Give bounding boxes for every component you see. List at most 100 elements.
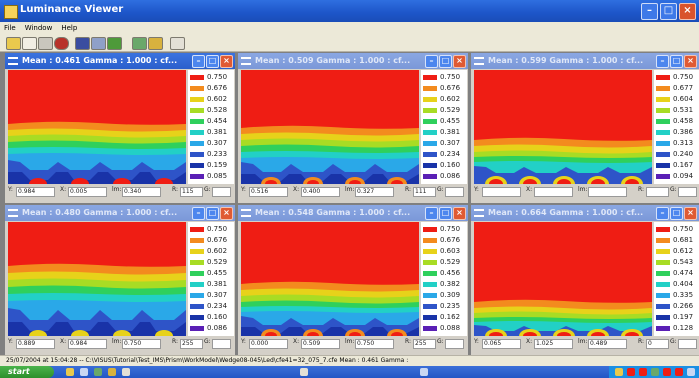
open-folder-icon[interactable] bbox=[6, 37, 21, 50]
luminance-window-2[interactable]: Mean : 0.509 Gamma : 1.000 : cf... – □ × bbox=[238, 53, 468, 203]
start-button[interactable]: start bbox=[0, 366, 54, 378]
luminance-map[interactable] bbox=[8, 222, 186, 336]
r-label: R: bbox=[172, 338, 179, 345]
taskbar-app-icon[interactable] bbox=[420, 368, 428, 376]
tray-icon[interactable] bbox=[639, 368, 647, 376]
legend-value: 0.085 bbox=[207, 172, 228, 180]
y-value: 0.516 bbox=[249, 187, 288, 197]
window-title-bar[interactable]: Mean : 0.461 Gamma : 1.000 : cf... – □ × bbox=[5, 53, 235, 69]
record-icon[interactable] bbox=[54, 37, 69, 50]
image-icon[interactable] bbox=[132, 37, 147, 50]
window-title-bar[interactable]: Mean : 0.664 Gamma : 1.000 : cf... – □ × bbox=[471, 205, 699, 221]
maximize-button[interactable]: □ bbox=[670, 207, 683, 220]
quicklaunch-icon[interactable] bbox=[94, 368, 102, 376]
window-menu-icon[interactable] bbox=[474, 57, 484, 65]
legend-value: 0.750 bbox=[673, 73, 694, 81]
minimize-button[interactable]: – bbox=[425, 207, 438, 220]
legend-value: 0.234 bbox=[440, 150, 461, 158]
g-value bbox=[445, 339, 464, 349]
x-label: X: bbox=[526, 338, 533, 345]
system-tray bbox=[609, 366, 699, 378]
menu-window[interactable]: Window bbox=[24, 24, 53, 32]
quicklaunch-icon[interactable] bbox=[122, 368, 130, 376]
quicklaunch-icon[interactable] bbox=[108, 368, 116, 376]
maximize-button[interactable]: □ bbox=[439, 207, 452, 220]
app-title-bar[interactable]: Luminance Viewer – □ × bbox=[0, 0, 699, 22]
maximize-button[interactable]: □ bbox=[660, 3, 677, 20]
x-label: X: bbox=[293, 338, 300, 345]
luminance-map[interactable] bbox=[241, 222, 419, 336]
taskbar-app-icon[interactable] bbox=[300, 368, 308, 376]
print-icon[interactable] bbox=[38, 37, 53, 50]
luminance-window-4[interactable]: Mean : 0.480 Gamma : 1.000 : cf... – □ × 0… bbox=[5, 205, 235, 355]
minimize-button[interactable]: – bbox=[192, 55, 205, 68]
close-button[interactable]: × bbox=[679, 3, 696, 20]
window-title-bar[interactable]: Mean : 0.548 Gamma : 1.000 : cf... – □ × bbox=[238, 205, 468, 221]
luminance-map[interactable] bbox=[8, 70, 186, 184]
maximize-button[interactable]: □ bbox=[206, 207, 219, 220]
tray-icon[interactable] bbox=[615, 368, 623, 376]
menu-file[interactable]: File bbox=[4, 24, 16, 32]
grid-icon[interactable] bbox=[107, 37, 122, 50]
import-icon[interactable] bbox=[22, 37, 37, 50]
luminance-map[interactable] bbox=[474, 222, 652, 336]
g-label: G: bbox=[670, 186, 677, 193]
minimize-button[interactable]: – bbox=[641, 3, 658, 20]
legend-value: 0.529 bbox=[440, 106, 461, 114]
luminance-window-1[interactable]: Mean : 0.461 Gamma : 1.000 : cf... – □ × 0… bbox=[5, 53, 235, 203]
r-value: 255 bbox=[180, 339, 203, 349]
window-title-bar[interactable]: Mean : 0.599 Gamma : 1.000 : cf... – □ × bbox=[471, 53, 699, 69]
window-menu-icon[interactable] bbox=[241, 57, 251, 65]
tray-icon[interactable] bbox=[627, 368, 635, 376]
luminance-map[interactable] bbox=[474, 70, 652, 184]
close-button[interactable]: × bbox=[220, 207, 233, 220]
tray-icon[interactable] bbox=[687, 368, 695, 376]
viewer-icon bbox=[4, 5, 18, 19]
close-button[interactable]: × bbox=[453, 207, 466, 220]
minimize-button[interactable]: – bbox=[425, 55, 438, 68]
color-legend: 0.750 0.677 0.604 0.531 0.458 0.386 0.31… bbox=[654, 70, 699, 184]
close-button[interactable]: × bbox=[684, 55, 697, 68]
luminance-window-5[interactable]: Mean : 0.548 Gamma : 1.000 : cf... – □ × bbox=[238, 205, 468, 355]
minimize-button[interactable]: – bbox=[656, 55, 669, 68]
tray-icon[interactable] bbox=[651, 368, 659, 376]
window-menu-icon[interactable] bbox=[8, 209, 18, 217]
maximize-button[interactable]: □ bbox=[439, 55, 452, 68]
quicklaunch-icon[interactable] bbox=[66, 368, 74, 376]
view-1-icon[interactable] bbox=[75, 37, 90, 50]
x-value: 1.025 bbox=[534, 339, 573, 349]
maximize-button[interactable]: □ bbox=[670, 55, 683, 68]
close-button[interactable]: × bbox=[684, 207, 697, 220]
r-label: R: bbox=[638, 186, 645, 193]
tray-icon[interactable] bbox=[675, 368, 683, 376]
window-title-bar[interactable]: Mean : 0.509 Gamma : 1.000 : cf... – □ × bbox=[238, 53, 468, 69]
menu-help[interactable]: Help bbox=[61, 24, 78, 32]
window-title: Mean : 0.461 Gamma : 1.000 : cf... bbox=[22, 56, 178, 65]
legend-value: 0.335 bbox=[673, 291, 694, 299]
luminance-window-3[interactable]: Mean : 0.599 Gamma : 1.000 : cf... – □ × bbox=[471, 53, 699, 203]
x-label: X: bbox=[60, 338, 67, 345]
window-menu-icon[interactable] bbox=[474, 209, 484, 217]
window-title-bar[interactable]: Mean : 0.480 Gamma : 1.000 : cf... – □ × bbox=[5, 205, 235, 221]
legend-value: 0.307 bbox=[440, 139, 461, 147]
minimize-button[interactable]: – bbox=[656, 207, 669, 220]
close-button[interactable]: × bbox=[220, 55, 233, 68]
window-menu-icon[interactable] bbox=[8, 57, 18, 65]
tray-icon[interactable] bbox=[663, 368, 671, 376]
legend-value: 0.602 bbox=[207, 95, 228, 103]
figure-icon[interactable] bbox=[170, 37, 185, 50]
luminance-map[interactable] bbox=[241, 70, 419, 184]
maximize-button[interactable]: □ bbox=[206, 55, 219, 68]
view-2-icon[interactable] bbox=[91, 37, 106, 50]
taskbar: start bbox=[0, 366, 699, 378]
legend-value: 0.474 bbox=[673, 269, 694, 277]
window-menu-icon[interactable] bbox=[241, 209, 251, 217]
legend-value: 0.382 bbox=[440, 280, 461, 288]
minimize-button[interactable]: – bbox=[192, 207, 205, 220]
folder-icon[interactable] bbox=[148, 37, 163, 50]
quicklaunch-icon[interactable] bbox=[80, 368, 88, 376]
legend-value: 0.167 bbox=[673, 161, 694, 169]
close-button[interactable]: × bbox=[453, 55, 466, 68]
luminance-window-6[interactable]: Mean : 0.664 Gamma : 1.000 : cf... – □ × bbox=[471, 205, 699, 355]
legend-value: 0.404 bbox=[673, 280, 694, 288]
